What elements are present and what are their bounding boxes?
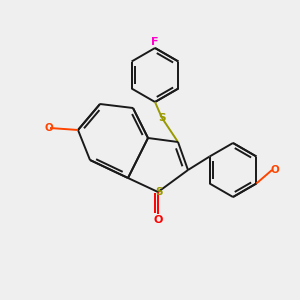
Text: O: O	[153, 215, 163, 225]
Text: S: S	[155, 187, 163, 197]
Text: S: S	[158, 113, 166, 123]
Text: O: O	[271, 165, 279, 175]
Text: F: F	[151, 37, 159, 47]
Text: O: O	[45, 123, 53, 133]
